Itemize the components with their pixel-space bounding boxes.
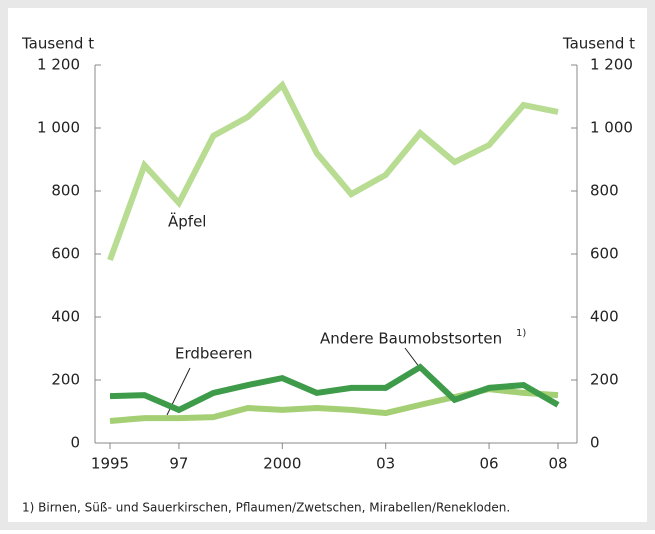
y2-tick-label: 200	[590, 371, 619, 389]
y-tick-label: 200	[51, 371, 80, 389]
leader-line	[404, 347, 421, 369]
y-tick-label: 1 200	[37, 56, 80, 74]
panel	[8, 8, 647, 522]
y2-tick-label: 400	[590, 308, 619, 326]
x-tick-label: 2000	[263, 455, 301, 473]
x-tick-label: 08	[548, 455, 567, 473]
series-label: Äpfel	[168, 212, 206, 231]
x-tick-label: 97	[169, 455, 188, 473]
y-tick-label: 800	[51, 182, 80, 200]
series-line	[107, 80, 559, 262]
series-label: Andere Baumobstsorten	[320, 330, 502, 348]
y-tick-label: 400	[51, 308, 80, 326]
series-line	[109, 363, 560, 414]
y2-tick-label: 0	[590, 434, 600, 452]
y2-axis-label: Tausend t	[562, 35, 635, 53]
y2-tick-label: 1 000	[590, 119, 633, 137]
x-tick-label: 03	[376, 455, 395, 473]
y2-tick-label: 800	[590, 182, 619, 200]
x-tick-label: 06	[480, 455, 499, 473]
y-tick-label: 600	[51, 245, 80, 263]
y2-tick-label: 600	[590, 245, 619, 263]
y-axis-label: Tausend t	[21, 35, 94, 53]
footnote-marker: 1)	[516, 328, 526, 339]
series-label: Erdbeeren	[175, 345, 252, 363]
y-tick-label: 1 000	[37, 119, 80, 137]
y2-tick-label: 1 200	[590, 56, 633, 74]
x-tick-label: 1995	[91, 455, 129, 473]
y-tick-label: 0	[70, 434, 80, 452]
footnote: 1) Birnen, Süß- und Sauerkirschen, Pflau…	[22, 501, 510, 515]
